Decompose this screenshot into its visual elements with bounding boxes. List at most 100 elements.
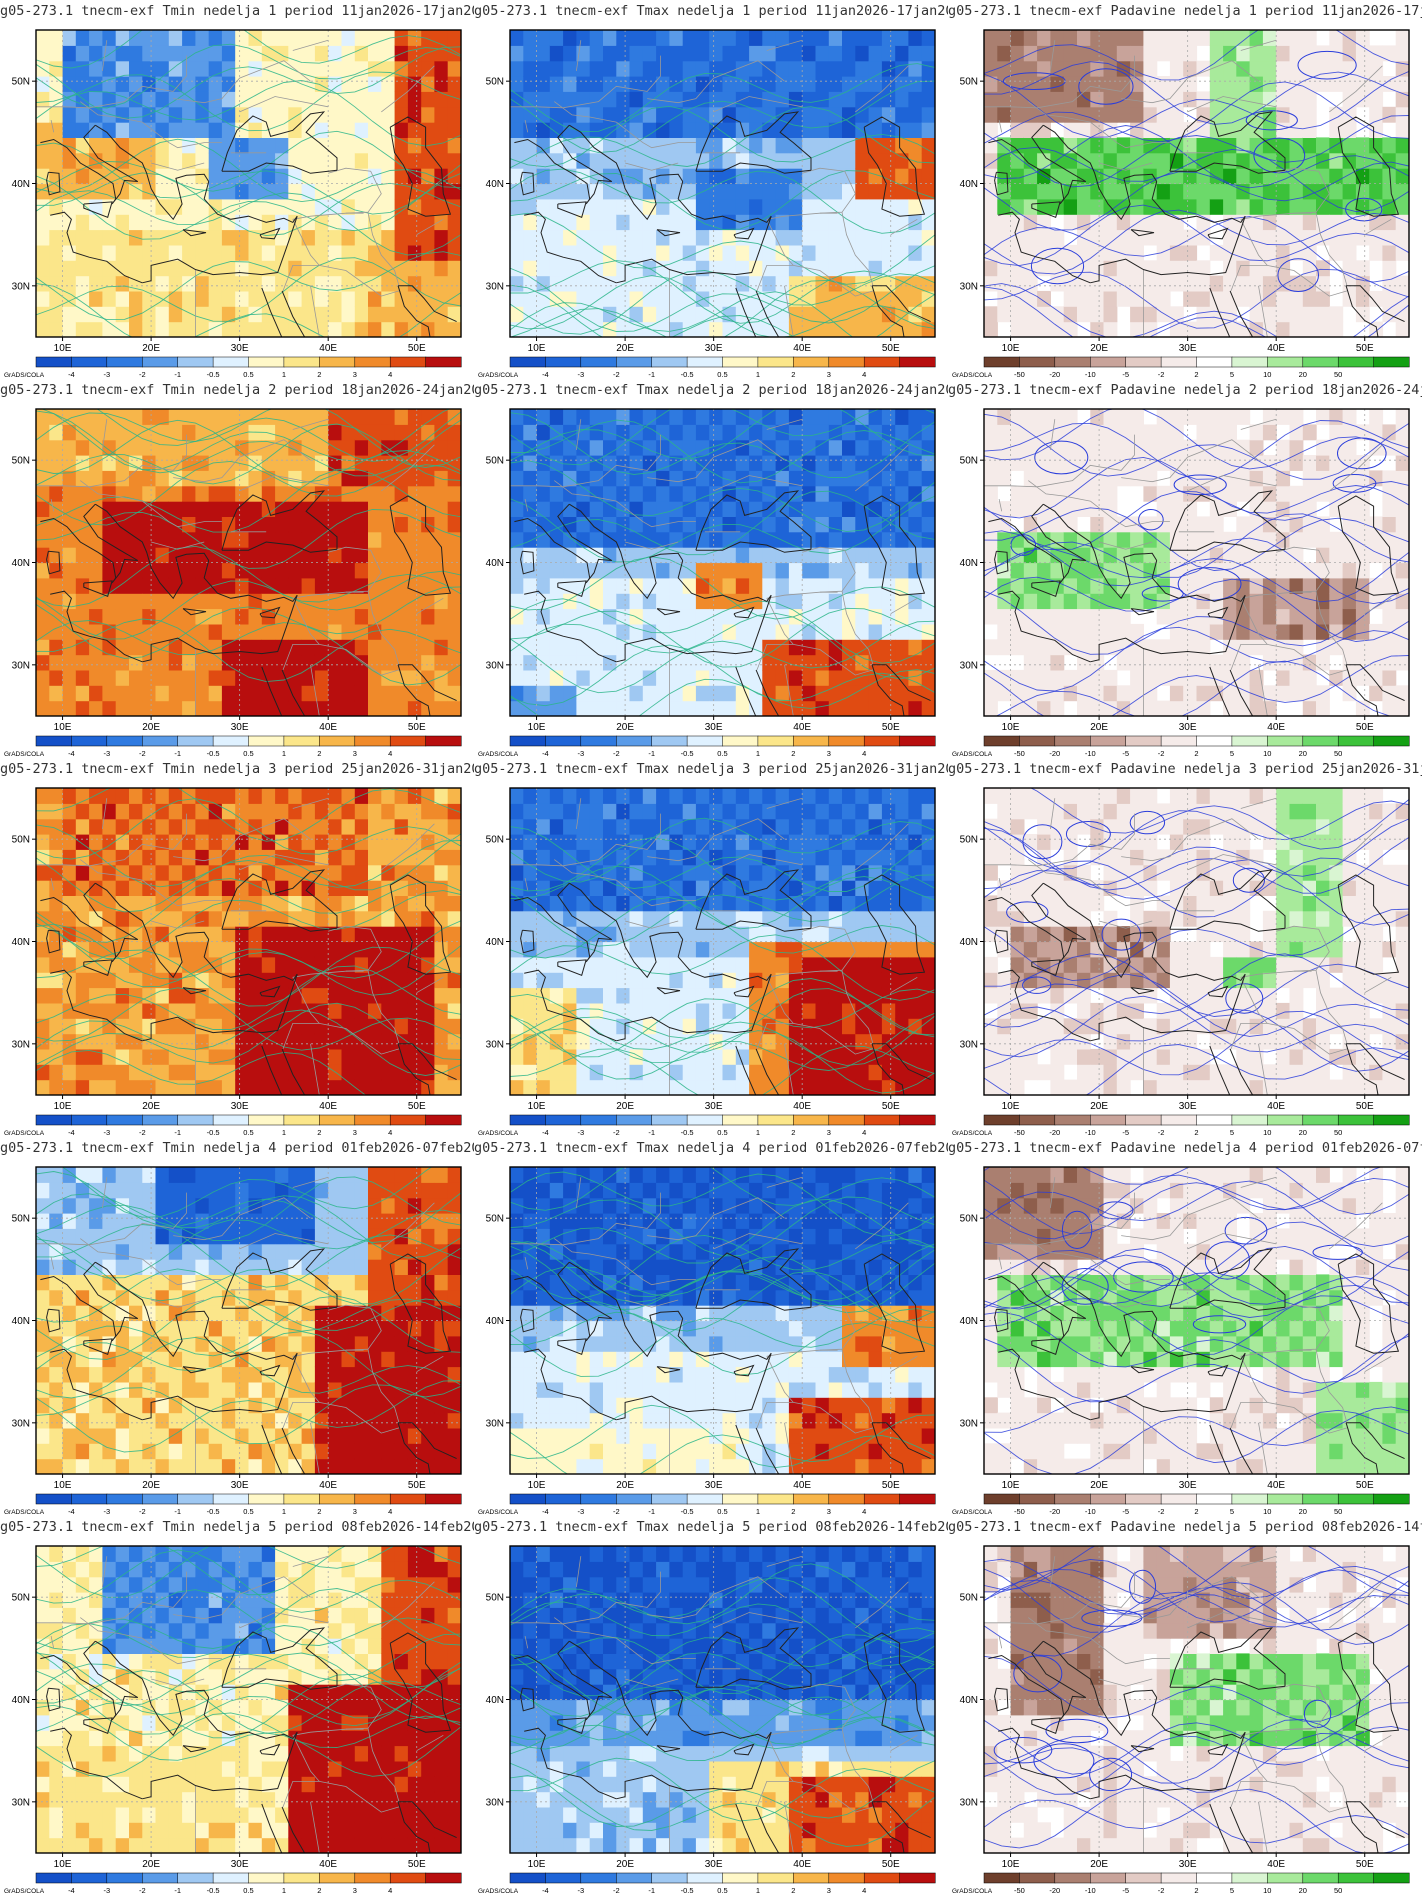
legend-swatch: [1337, 356, 1375, 368]
legend-swatch: [899, 356, 936, 368]
map-plot: 10E 20E 30E 40E 50E 50N 40N 30N -50 -20 -10 -5 -2 2 5 1…: [952, 408, 1410, 758]
lon-tick-label: 30E: [1179, 1859, 1197, 1870]
legend-swatch: [212, 1872, 250, 1884]
lon-tick-label: 40E: [1267, 1101, 1285, 1112]
legend-label: -0.5: [207, 1507, 220, 1516]
legend-swatch: [828, 1493, 865, 1505]
legend-swatch: [1302, 735, 1339, 747]
panel-title: g05-273.1 tnecm-exf Tmax nedelja 1 perio…: [474, 3, 948, 19]
legend-label: 0.5: [243, 1886, 253, 1895]
legend-swatch: [35, 1114, 72, 1126]
legend-label: 2: [1194, 370, 1198, 379]
legend-label: -10: [1085, 1507, 1096, 1516]
legend-swatch: [1019, 1872, 1056, 1884]
lon-tick-label: 50E: [408, 1480, 426, 1491]
legend-swatch: [1125, 1872, 1162, 1884]
map-plot: 10E 20E 30E 40E 50E 50N 40N 30N -4 -3 -2 -1 -0.5 0.5 1…: [478, 787, 936, 1137]
legend-label: -4: [542, 370, 549, 379]
legend-label: 2: [1194, 749, 1198, 758]
legend-swatch: [248, 1114, 285, 1126]
legend-swatch: [1160, 1114, 1198, 1126]
grads-credit: GrADS/COLA: [4, 1509, 45, 1516]
legend-swatch: [722, 735, 759, 747]
legend-swatch: [1090, 1493, 1127, 1505]
legend-label: -1: [174, 1128, 181, 1137]
legend-swatch: [616, 1114, 653, 1126]
grads-credit: GrADS/COLA: [952, 1888, 993, 1895]
legend-label: 10: [1263, 1507, 1271, 1516]
legend-label: -2: [613, 1507, 620, 1516]
legend-label: 3: [827, 370, 831, 379]
map-plot: 10E 20E 30E 40E 50E 50N 40N 30N -4 -3 -2 -1 -0.5 0.5 1…: [4, 29, 462, 379]
forecast-panel-p4: g05-273.1 tnecm-exf Padavine nedelja 4 p…: [948, 1137, 1422, 1516]
legend-label: 0.5: [243, 1507, 253, 1516]
legend-label: -50: [1014, 1886, 1025, 1895]
lon-tick-label: 30E: [705, 1859, 723, 1870]
lon-tick-label: 10E: [528, 343, 546, 354]
legend-swatch: [106, 1114, 143, 1126]
legend-label: 2: [317, 1886, 321, 1895]
legend-swatch: [509, 356, 546, 368]
lon-tick-label: 10E: [528, 1480, 546, 1491]
legend-swatch: [1054, 1493, 1091, 1505]
legend-swatch: [1196, 735, 1233, 747]
lon-tick-label: 10E: [1002, 1480, 1020, 1491]
legend-label: 1: [282, 1886, 286, 1895]
legend-label: -2: [1158, 1128, 1165, 1137]
legend-swatch: [1160, 1493, 1198, 1505]
legend-label: -1: [174, 370, 181, 379]
legend-swatch: [177, 1114, 214, 1126]
legend-swatch: [1160, 1872, 1198, 1884]
legend-label: 1: [756, 749, 760, 758]
lon-tick-label: 30E: [705, 1101, 723, 1112]
legend-label: -0.5: [207, 749, 220, 758]
legend-swatch: [1231, 735, 1268, 747]
legend-swatch: [899, 1493, 936, 1505]
legend-label: 50: [1334, 1507, 1342, 1516]
forecast-panel-t1max: g05-273.1 tnecm-exf Tmax nedelja 1 perio…: [474, 0, 948, 379]
lat-tick-label: 50N: [486, 1593, 504, 1604]
lon-tick-label: 50E: [1356, 722, 1374, 733]
legend-swatch: [899, 735, 936, 747]
map-plot: 10E 20E 30E 40E 50E 50N 40N 30N -4 -3 -2 -1 -0.5 0.5 1…: [4, 787, 462, 1137]
lat-tick-label: 40N: [486, 1695, 504, 1706]
lon-tick-label: 40E: [793, 343, 811, 354]
grads-credit: GrADS/COLA: [4, 372, 45, 379]
legend-label: -4: [542, 1507, 549, 1516]
legend-swatch: [354, 1872, 391, 1884]
legend-swatch: [1160, 356, 1198, 368]
legend-swatch: [1373, 1493, 1410, 1505]
lat-tick-label: 30N: [486, 660, 504, 671]
lat-tick-label: 50N: [12, 835, 30, 846]
legend-swatch: [616, 356, 653, 368]
legend-swatch: [793, 1114, 830, 1126]
lon-tick-label: 50E: [882, 1480, 900, 1491]
lon-tick-label: 20E: [616, 722, 634, 733]
legend-label: -2: [1158, 1886, 1165, 1895]
legend-label: -4: [542, 1886, 549, 1895]
legend-label: 50: [1334, 1886, 1342, 1895]
map-plot: 10E 20E 30E 40E 50E 50N 40N 30N -50 -20 -10 -5 -2 2 5 1…: [952, 1545, 1410, 1895]
legend-label: -50: [1014, 1507, 1025, 1516]
legend-label: -10: [1085, 1128, 1096, 1137]
legend-label: 50: [1334, 749, 1342, 758]
map-plot: 10E 20E 30E 40E 50E 50N 40N 30N -4 -3 -2 -1 -0.5 0.5 1…: [478, 1545, 936, 1895]
legend-label: 4: [388, 1886, 392, 1895]
legend-swatch: [1125, 356, 1162, 368]
legend-swatch: [142, 1493, 179, 1505]
legend-swatch: [983, 1872, 1020, 1884]
legend-swatch: [425, 1493, 462, 1505]
legend-label: 2: [1194, 1886, 1198, 1895]
legend-swatch: [177, 356, 214, 368]
legend-label: 3: [353, 1507, 357, 1516]
lon-tick-label: 50E: [1356, 1480, 1374, 1491]
legend-label: 4: [388, 1507, 392, 1516]
lon-tick-label: 20E: [142, 1859, 160, 1870]
legend-swatch: [106, 1493, 143, 1505]
legend-swatch: [580, 1114, 617, 1126]
legend-swatch: [863, 735, 901, 747]
forecast-panel-p1: g05-273.1 tnecm-exf Padavine nedelja 1 p…: [948, 0, 1422, 379]
legend-label: -50: [1014, 370, 1025, 379]
legend-swatch: [651, 356, 688, 368]
